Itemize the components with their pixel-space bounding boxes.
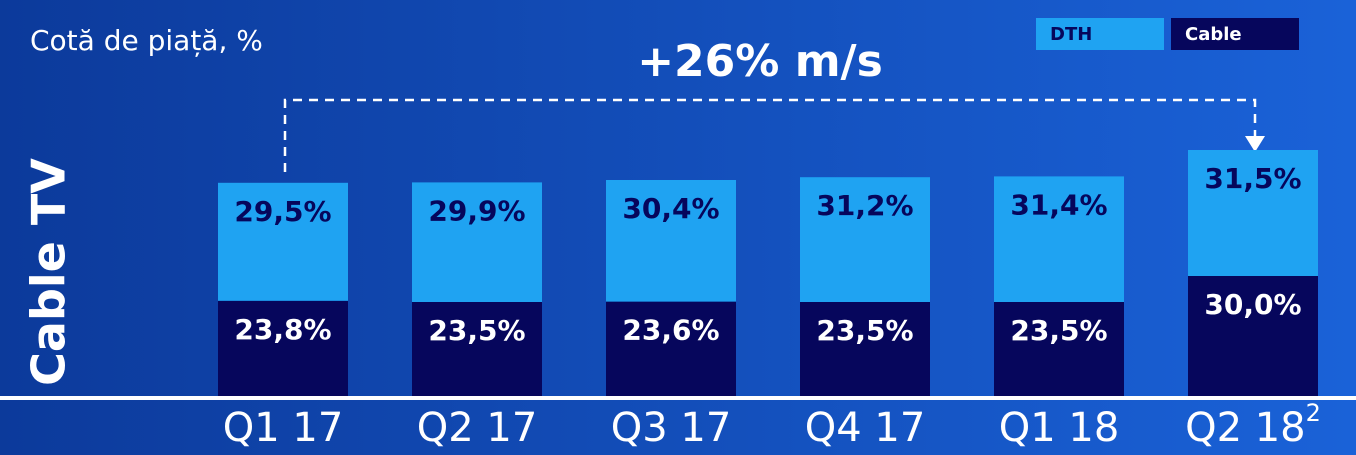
value-label: 31,4% xyxy=(1010,188,1107,221)
value-label: 23,5% xyxy=(1010,314,1107,347)
legend-swatch xyxy=(1171,18,1299,50)
value-label: 23,5% xyxy=(428,314,525,347)
value-label: 29,5% xyxy=(234,195,331,228)
x-tick-label-text: Q3 17 xyxy=(611,405,732,451)
x-tick-label-text: Q2 18 xyxy=(1185,405,1306,451)
bar-segment xyxy=(412,302,542,396)
chart-title: Cotă de piață, % xyxy=(30,24,263,57)
value-label: 23,8% xyxy=(234,313,331,346)
legend-label: DTH xyxy=(1050,24,1092,45)
x-tick-label-text: Q1 17 xyxy=(223,405,344,451)
x-tick-label-text: Q4 17 xyxy=(805,405,926,451)
bar-segment xyxy=(1188,276,1318,396)
value-label: 30,0% xyxy=(1204,288,1301,321)
bar-segment xyxy=(800,177,930,302)
value-label: 31,5% xyxy=(1204,162,1301,195)
footnote-mark: 2 xyxy=(1306,399,1321,427)
bar-segment xyxy=(994,176,1124,302)
value-label: 30,4% xyxy=(622,192,719,225)
x-tick-label: Q4 17 xyxy=(805,405,926,451)
legend-swatch xyxy=(1036,18,1164,50)
x-tick-label-text: Q1 18 xyxy=(999,405,1120,451)
x-tick-label: Q2 182 xyxy=(1185,399,1321,451)
bar-segment xyxy=(800,302,930,396)
bar-segment xyxy=(1188,150,1318,276)
bar-segment xyxy=(606,301,736,396)
x-tick-label-text: Q2 17 xyxy=(417,405,538,451)
bar-segment xyxy=(412,182,542,302)
x-tick-label: Q1 17 xyxy=(223,405,344,451)
annotation-arrow xyxy=(1245,136,1265,152)
x-tick-label: Q2 17 xyxy=(417,405,538,451)
x-tick-label: Q3 17 xyxy=(611,405,732,451)
bar-segment xyxy=(218,182,348,301)
value-label: 23,5% xyxy=(816,314,913,347)
value-label: 23,6% xyxy=(622,314,719,347)
bar-segment xyxy=(218,300,348,396)
bar-segment xyxy=(606,180,736,302)
x-tick-label: Q1 18 xyxy=(999,405,1120,451)
value-label: 31,2% xyxy=(816,189,913,222)
annotation-connector xyxy=(283,98,1257,172)
bar-segment xyxy=(994,302,1124,396)
value-label: 29,9% xyxy=(428,194,525,227)
y-axis-label: Cable TV xyxy=(22,158,76,386)
legend-label: Cable xyxy=(1185,24,1242,45)
annotation: +26% m/s xyxy=(637,36,883,87)
